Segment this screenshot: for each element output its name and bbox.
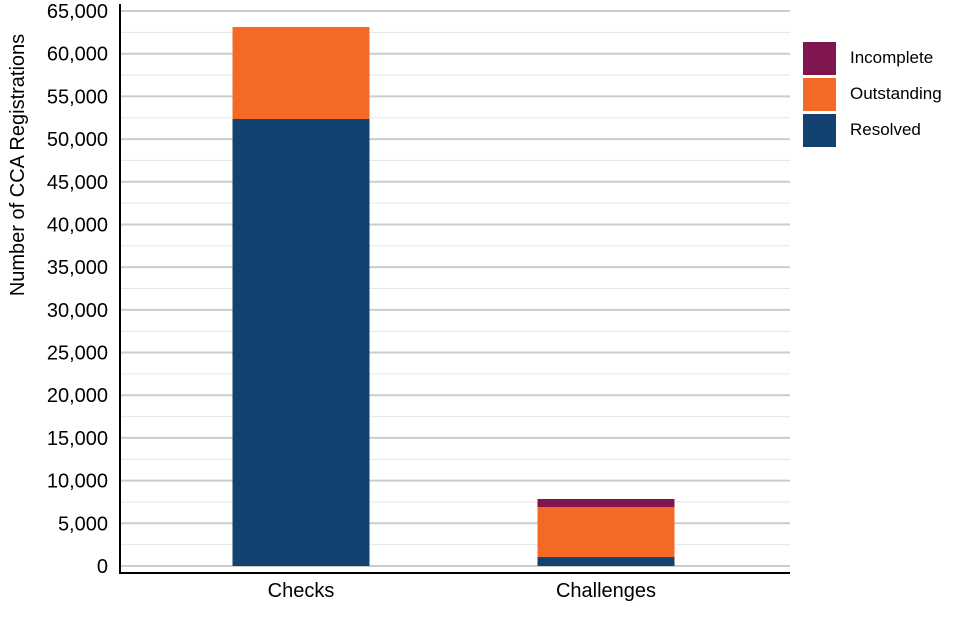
- x-tick-label: Challenges: [556, 580, 656, 602]
- y-tick-label: 65,000: [47, 1, 108, 23]
- bar-resolved-challenges: [537, 557, 675, 566]
- legend-swatch: [803, 77, 836, 111]
- y-tick-label: 0: [97, 556, 108, 578]
- y-tick-label: 30,000: [47, 300, 108, 322]
- legend: Incomplete Outstanding Resolved: [803, 40, 942, 148]
- y-tick-label: 50,000: [47, 129, 108, 151]
- bar-incomplete-challenges: [537, 498, 675, 507]
- bar-outstanding-challenges: [537, 506, 675, 558]
- legend-swatch: [803, 41, 836, 75]
- y-tick-label: 55,000: [47, 86, 108, 108]
- y-axis-label: Number of CCA Registrations: [7, 33, 29, 297]
- y-tick-label: 5,000: [58, 513, 108, 535]
- legend-item-outstanding: Outstanding: [803, 76, 942, 112]
- y-tick-label: 45,000: [47, 172, 108, 194]
- legend-item-incomplete: Incomplete: [803, 40, 942, 76]
- y-tick-label: 60,000: [47, 44, 108, 66]
- legend-label: Resolved: [850, 120, 921, 139]
- legend-label: Outstanding: [850, 84, 942, 103]
- y-tick-label: 20,000: [47, 385, 108, 407]
- bar-outstanding-checks: [232, 27, 370, 120]
- y-tick-label: 35,000: [47, 257, 108, 279]
- legend-swatch: [803, 113, 836, 147]
- x-tick-label: Checks: [268, 580, 335, 602]
- y-tick-label: 40,000: [47, 214, 108, 236]
- legend-item-resolved: Resolved: [803, 112, 942, 148]
- legend-label: Incomplete: [850, 48, 934, 67]
- y-tick-label: 10,000: [47, 471, 108, 493]
- y-tick-label: 15,000: [47, 428, 108, 450]
- bar-resolved-checks: [232, 119, 370, 566]
- y-tick-label: 25,000: [47, 343, 108, 365]
